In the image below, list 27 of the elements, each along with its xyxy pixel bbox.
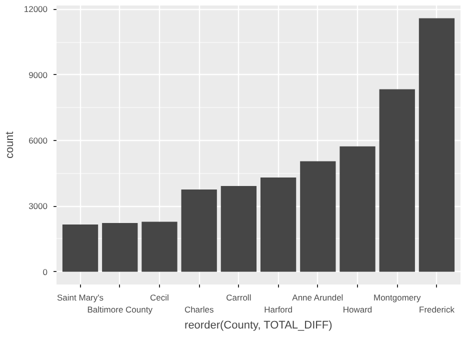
y-axis-title: count bbox=[4, 132, 16, 158]
y-tick-label: 9000 bbox=[28, 70, 48, 80]
bar bbox=[62, 224, 98, 272]
y-tick-label: 12000 bbox=[24, 4, 48, 14]
x-tick-label: Montgomery bbox=[374, 292, 422, 302]
x-tick-label: Howard bbox=[342, 304, 372, 314]
x-tick-label: Charles bbox=[184, 304, 214, 314]
x-tick-label: Carroll bbox=[226, 292, 252, 302]
bar bbox=[418, 18, 455, 272]
x-tick-label: Anne Arundel bbox=[292, 292, 344, 302]
x-tick-label: Harford bbox=[264, 304, 293, 314]
x-tick-label: Cecil bbox=[150, 292, 170, 302]
y-tick-label: 0 bbox=[42, 266, 48, 277]
bar bbox=[181, 190, 217, 272]
x-tick-label: Frederick bbox=[419, 304, 456, 314]
bar bbox=[340, 146, 376, 272]
x-axis-title: reorder(County, TOTAL_DIFF) bbox=[184, 320, 332, 332]
bar bbox=[379, 89, 415, 272]
bar bbox=[300, 161, 336, 272]
y-tick-label: 6000 bbox=[28, 136, 48, 146]
x-tick-label: Saint Mary's bbox=[57, 292, 104, 302]
y-tick-label: 3000 bbox=[28, 201, 48, 212]
bar bbox=[142, 222, 178, 272]
bar bbox=[102, 223, 138, 272]
x-tick-label: Baltimore County bbox=[87, 304, 154, 314]
bar bbox=[220, 186, 257, 272]
bar bbox=[260, 177, 296, 272]
